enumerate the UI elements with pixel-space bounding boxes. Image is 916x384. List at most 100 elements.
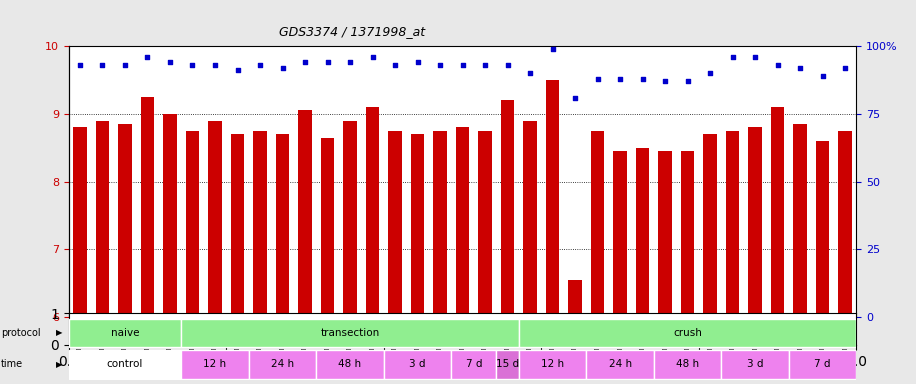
- Bar: [249, 350, 316, 379]
- Bar: [591, 131, 605, 317]
- Bar: [703, 134, 717, 317]
- Bar: [181, 350, 249, 379]
- Point: [432, 62, 447, 68]
- Text: ▶: ▶: [56, 360, 62, 369]
- Bar: [478, 131, 492, 317]
- Bar: [69, 319, 181, 347]
- Text: transection: transection: [321, 328, 379, 338]
- Point: [321, 59, 335, 65]
- Point: [613, 76, 627, 82]
- Text: 12 h: 12 h: [541, 359, 564, 369]
- Bar: [73, 127, 87, 317]
- Bar: [789, 350, 856, 379]
- Point: [95, 62, 110, 68]
- Bar: [410, 134, 424, 317]
- Point: [275, 65, 289, 71]
- Point: [455, 62, 470, 68]
- Bar: [208, 121, 222, 317]
- Point: [703, 70, 717, 76]
- Point: [253, 62, 267, 68]
- Text: naive: naive: [111, 328, 139, 338]
- Point: [770, 62, 785, 68]
- Point: [793, 65, 808, 71]
- Point: [410, 59, 425, 65]
- Bar: [388, 131, 402, 317]
- Point: [747, 54, 762, 60]
- Point: [478, 62, 493, 68]
- Text: 15 d: 15 d: [496, 359, 519, 369]
- Bar: [793, 124, 807, 317]
- Text: 7 d: 7 d: [814, 359, 831, 369]
- Bar: [253, 131, 267, 317]
- Bar: [546, 80, 560, 317]
- Bar: [725, 131, 739, 317]
- Bar: [681, 151, 694, 317]
- Bar: [838, 131, 852, 317]
- Bar: [771, 107, 784, 317]
- Point: [208, 62, 223, 68]
- Point: [523, 70, 538, 76]
- Bar: [141, 97, 154, 317]
- Bar: [748, 127, 762, 317]
- Bar: [654, 350, 722, 379]
- Bar: [816, 141, 830, 317]
- Bar: [181, 319, 518, 347]
- Bar: [586, 350, 654, 379]
- Point: [365, 54, 380, 60]
- Text: 3 d: 3 d: [747, 359, 763, 369]
- Point: [343, 59, 357, 65]
- Bar: [452, 350, 496, 379]
- Bar: [518, 350, 586, 379]
- Text: ▶: ▶: [56, 328, 62, 338]
- Point: [636, 76, 650, 82]
- Bar: [384, 350, 452, 379]
- Bar: [433, 131, 447, 317]
- Bar: [568, 280, 582, 317]
- Point: [590, 76, 605, 82]
- Text: 12 h: 12 h: [203, 359, 226, 369]
- Bar: [496, 350, 518, 379]
- Bar: [276, 134, 289, 317]
- Point: [140, 54, 155, 60]
- Point: [72, 62, 87, 68]
- Bar: [316, 350, 384, 379]
- Point: [545, 46, 560, 52]
- Bar: [456, 127, 469, 317]
- Bar: [344, 121, 357, 317]
- Point: [681, 78, 695, 84]
- Text: control: control: [107, 359, 143, 369]
- Bar: [501, 100, 515, 317]
- Point: [298, 59, 312, 65]
- Text: 7 d: 7 d: [465, 359, 482, 369]
- Text: GDS3374 / 1371998_at: GDS3374 / 1371998_at: [279, 25, 426, 38]
- Bar: [299, 111, 311, 317]
- Point: [725, 54, 740, 60]
- Text: protocol: protocol: [1, 328, 40, 338]
- Bar: [636, 148, 649, 317]
- Bar: [186, 131, 200, 317]
- Bar: [523, 121, 537, 317]
- Point: [185, 62, 200, 68]
- Bar: [321, 137, 334, 317]
- Bar: [614, 151, 627, 317]
- Text: 24 h: 24 h: [608, 359, 632, 369]
- Point: [163, 59, 178, 65]
- Text: 3 d: 3 d: [409, 359, 426, 369]
- Bar: [659, 151, 672, 317]
- Point: [568, 94, 583, 101]
- Bar: [722, 350, 789, 379]
- Bar: [95, 121, 109, 317]
- Text: 48 h: 48 h: [676, 359, 699, 369]
- Text: 24 h: 24 h: [271, 359, 294, 369]
- Point: [658, 78, 672, 84]
- Bar: [518, 319, 856, 347]
- Bar: [163, 114, 177, 317]
- Bar: [365, 107, 379, 317]
- Text: crush: crush: [673, 328, 702, 338]
- Text: time: time: [1, 359, 23, 369]
- Point: [230, 68, 245, 74]
- Bar: [69, 350, 181, 379]
- Bar: [231, 134, 245, 317]
- Text: 48 h: 48 h: [339, 359, 362, 369]
- Point: [117, 62, 132, 68]
